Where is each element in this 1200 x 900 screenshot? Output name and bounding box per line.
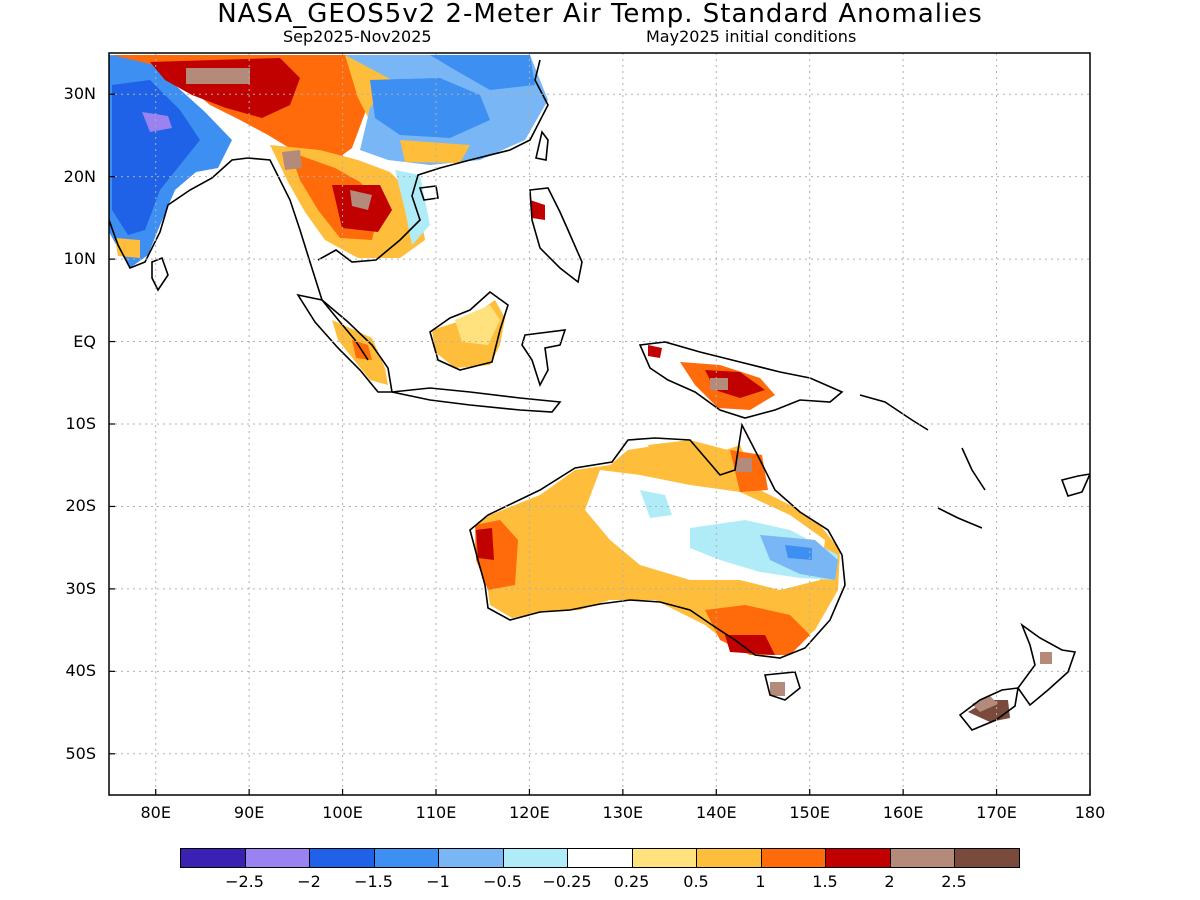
coast-vanuatu xyxy=(961,447,986,491)
colorbar-label: −2.5 xyxy=(225,872,264,891)
anomaly-west-india-warm xyxy=(115,238,140,258)
anomaly-vietnam-cool xyxy=(395,170,430,245)
lon-tick-label: 160E xyxy=(882,803,924,822)
lon-tick-label: 110E xyxy=(415,803,457,822)
colorbar-swatch xyxy=(438,848,504,868)
coast-sulawesi xyxy=(521,329,567,388)
lon-tick-label: 170E xyxy=(976,803,1017,822)
coast-solomons xyxy=(859,394,929,431)
lon-tick-label: 180 xyxy=(1074,803,1106,822)
coast-new-guinea xyxy=(638,341,844,419)
coast-nz-south xyxy=(958,687,1019,731)
anomaly-new-guinea-core xyxy=(705,370,765,398)
anomaly-australia-west-peak xyxy=(476,528,494,560)
colorbar-swatch xyxy=(373,848,439,868)
anomaly-nz-south-edge xyxy=(972,696,998,712)
coast-tasmania xyxy=(763,671,801,701)
colorbar-swatch xyxy=(760,848,826,868)
anomaly-new-guinea-peak xyxy=(710,378,728,390)
colorbar-swatch xyxy=(502,848,568,868)
coast-new-caledonia xyxy=(937,507,983,529)
colorbar-label: −0.25 xyxy=(542,872,592,891)
colorbar-swatch xyxy=(567,848,633,868)
lat-tick-label: 20S xyxy=(65,496,96,516)
colorbar-label: 1.5 xyxy=(812,872,838,891)
colorbar-label: 1 xyxy=(755,872,766,891)
colorbar-label: 2 xyxy=(884,872,895,891)
colorbar-label: 0.5 xyxy=(683,872,709,891)
lon-tick-label: 120E xyxy=(509,803,550,822)
colorbar-swatch xyxy=(309,848,375,868)
lon-tick-label: 80E xyxy=(140,803,171,822)
colorbar-swatch xyxy=(696,848,762,868)
coast-india xyxy=(109,157,249,270)
lat-tick-label: 30N xyxy=(63,84,96,104)
map-grid xyxy=(109,53,1091,795)
chart-title: NASA_GEOS5v2 2-Meter Air Temp. Standard … xyxy=(217,0,983,29)
anomaly-australia-east-min xyxy=(785,545,812,560)
axis-ticks xyxy=(109,93,1091,795)
lat-tick-label: 50S xyxy=(65,743,96,763)
colorbar-label: −1.5 xyxy=(354,872,393,891)
colorbar-label: −2 xyxy=(297,872,321,891)
anomaly-field xyxy=(109,55,1052,722)
anomaly-tibet xyxy=(112,55,368,170)
colorbar-swatch xyxy=(825,848,891,868)
lat-tick-label: 10S xyxy=(65,414,96,433)
coast-nz-north xyxy=(1017,622,1077,707)
anomaly-australia-central-cool xyxy=(640,490,672,518)
lon-tick-label: 140E xyxy=(695,803,737,822)
coast-fiji xyxy=(1060,473,1090,497)
anomaly-china-core xyxy=(370,78,490,138)
anomaly-india-min xyxy=(142,112,172,132)
coast-hainan xyxy=(418,185,439,201)
colorbar-swatch xyxy=(180,848,246,868)
coast-borneo xyxy=(429,290,509,371)
anomaly-india-core xyxy=(112,80,200,235)
coast-philippines xyxy=(529,187,583,284)
anomaly-australia-se-core xyxy=(725,635,775,655)
lon-tick-label: 100E xyxy=(322,803,363,822)
anomaly-cape-york-peak xyxy=(736,458,752,472)
lon-tick-label: 130E xyxy=(602,803,644,822)
colorbar-label: 0.25 xyxy=(613,872,650,891)
coast-sri-lanka xyxy=(151,256,169,292)
coast-burma-thai xyxy=(247,157,369,361)
initial-conditions: May2025 initial conditions xyxy=(646,27,857,46)
colorbar-swatch xyxy=(954,848,1020,868)
anomaly-indochina-peak xyxy=(282,150,302,170)
lat-tick-label: 30S xyxy=(65,578,96,598)
anomaly-tibet-peak xyxy=(186,68,250,84)
colorbar-swatch xyxy=(889,848,955,868)
colorbar-label: −1 xyxy=(426,872,450,891)
anomaly-new-guinea-west xyxy=(648,345,662,358)
lon-tick-label: 150E xyxy=(789,803,831,822)
anomaly-china-north xyxy=(430,55,535,90)
lat-tick-label: 20N xyxy=(63,166,96,186)
colorbar-swatch xyxy=(631,848,697,868)
anomaly-borneo-core xyxy=(455,305,500,345)
coast-australia xyxy=(469,422,846,659)
lat-tick-label: 40S xyxy=(65,661,96,681)
plot-frame xyxy=(108,52,1091,796)
colorbar-swatch xyxy=(244,848,310,868)
anomaly-australia-gulf-warm xyxy=(648,440,740,478)
lon-tick-label: 90E xyxy=(233,803,265,822)
coast-java xyxy=(391,387,562,413)
coast-taiwan xyxy=(535,130,549,161)
colorbar-label: −0.5 xyxy=(483,872,522,891)
lat-tick-label: 10N xyxy=(63,249,96,269)
anomaly-tasmania xyxy=(770,682,785,696)
coastlines xyxy=(109,59,1090,731)
lat-tick-label: EQ xyxy=(73,331,96,351)
anomaly-south-china-coast xyxy=(400,140,470,163)
coast-indochina xyxy=(317,59,549,263)
anomaly-philippines xyxy=(530,200,545,220)
colorbar-label: 2.5 xyxy=(941,872,967,891)
anomaly-nz-north xyxy=(1040,652,1052,664)
anomaly-laos-peak xyxy=(350,190,372,210)
forecast-period: Sep2025-Nov2025 xyxy=(283,27,432,46)
